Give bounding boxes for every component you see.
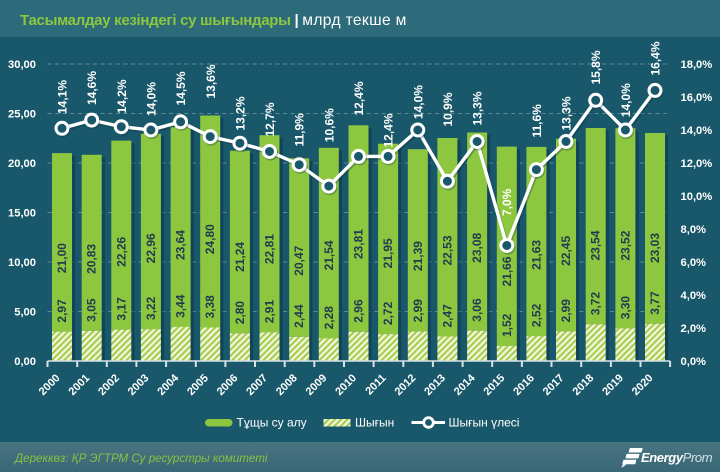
- svg-text:2,91: 2,91: [263, 300, 277, 324]
- svg-text:2,52: 2,52: [529, 303, 543, 327]
- svg-text:18,0%: 18,0%: [681, 59, 713, 71]
- svg-text:23,03: 23,03: [648, 233, 662, 263]
- svg-text:13,2%: 13,2%: [233, 96, 247, 130]
- svg-text:3,72: 3,72: [589, 292, 603, 316]
- svg-text:22,53: 22,53: [440, 235, 454, 265]
- svg-text:20,83: 20,83: [85, 244, 99, 274]
- svg-text:4,0%: 4,0%: [681, 290, 707, 302]
- svg-text:3,30: 3,30: [618, 296, 632, 320]
- svg-text:16,4%: 16,4%: [649, 41, 663, 75]
- svg-text:22,81: 22,81: [263, 234, 277, 264]
- svg-text:2,28: 2,28: [322, 306, 336, 330]
- svg-text:2,99: 2,99: [411, 299, 425, 323]
- svg-text:15,00: 15,00: [8, 208, 36, 220]
- svg-text:3,44: 3,44: [174, 294, 188, 318]
- svg-text:14,0%: 14,0%: [144, 82, 158, 116]
- svg-text:7,0%: 7,0%: [500, 188, 514, 216]
- svg-text:12,4%: 12,4%: [352, 81, 366, 115]
- svg-text:13,3%: 13,3%: [560, 96, 574, 130]
- svg-text:12,7%: 12,7%: [263, 102, 277, 136]
- svg-text:12,4%: 12,4%: [382, 113, 396, 147]
- svg-text:8,0%: 8,0%: [681, 224, 707, 236]
- svg-text:20,00: 20,00: [8, 158, 36, 170]
- svg-text:21,63: 21,63: [529, 240, 543, 270]
- svg-text:15,8%: 15,8%: [589, 50, 603, 84]
- svg-text:10,0%: 10,0%: [681, 191, 713, 203]
- svg-text:Тасымалдау кезіндегі су шығынд: Тасымалдау кезіндегі су шығындары | млрд…: [20, 12, 407, 29]
- svg-text:6,0%: 6,0%: [681, 257, 707, 269]
- svg-text:2,44: 2,44: [292, 304, 306, 328]
- svg-text:2,72: 2,72: [381, 301, 395, 325]
- svg-text:22,96: 22,96: [144, 233, 158, 263]
- svg-text:14,0%: 14,0%: [619, 83, 633, 117]
- svg-text:13,6%: 13,6%: [204, 64, 218, 98]
- svg-text:14,0%: 14,0%: [681, 125, 713, 137]
- svg-text:3,17: 3,17: [114, 297, 128, 321]
- svg-text:2,97: 2,97: [55, 299, 69, 323]
- svg-text:22,26: 22,26: [114, 236, 128, 266]
- svg-text:11,6%: 11,6%: [530, 104, 544, 138]
- svg-text:3,38: 3,38: [203, 295, 217, 319]
- svg-text:10,6%: 10,6%: [322, 108, 336, 142]
- svg-text:23,81: 23,81: [352, 229, 366, 259]
- svg-text:3,77: 3,77: [648, 291, 662, 315]
- svg-text:2,96: 2,96: [352, 299, 366, 323]
- svg-text:3,22: 3,22: [144, 296, 158, 320]
- svg-text:14,1%: 14,1%: [56, 80, 70, 114]
- svg-text:21,24: 21,24: [233, 242, 247, 272]
- svg-text:11,9%: 11,9%: [293, 113, 307, 147]
- svg-text:3,06: 3,06: [470, 298, 484, 322]
- svg-text:3,05: 3,05: [85, 298, 99, 322]
- svg-text:30,00: 30,00: [8, 59, 36, 71]
- svg-text:1,52: 1,52: [500, 313, 514, 337]
- svg-text:21,66: 21,66: [500, 256, 514, 286]
- svg-text:13,3%: 13,3%: [471, 91, 485, 125]
- svg-text:EnergyProm: EnergyProm: [641, 450, 713, 465]
- svg-text:14,5%: 14,5%: [174, 71, 188, 105]
- svg-text:23,54: 23,54: [589, 230, 603, 260]
- svg-text:10,9%: 10,9%: [441, 92, 455, 126]
- svg-text:Шығын үлесі: Шығын үлесі: [449, 416, 520, 430]
- svg-text:22,45: 22,45: [559, 236, 573, 266]
- svg-text:20,47: 20,47: [292, 245, 306, 275]
- svg-text:Тұщы су алу: Тұщы су алу: [237, 416, 307, 430]
- svg-text:Шығын: Шығын: [355, 416, 394, 430]
- svg-text:25,00: 25,00: [8, 109, 36, 121]
- svg-text:2,99: 2,99: [559, 299, 573, 323]
- svg-text:Дереккөз: ҚР ЭГТРМ Су ресурстр: Дереккөз: ҚР ЭГТРМ Су ресурстры комитеті: [13, 452, 268, 465]
- svg-text:16,0%: 16,0%: [681, 92, 713, 104]
- svg-text:0,00: 0,00: [14, 356, 36, 368]
- svg-text:0,0%: 0,0%: [681, 356, 707, 368]
- svg-text:23,52: 23,52: [618, 230, 632, 260]
- svg-text:14,6%: 14,6%: [85, 71, 99, 105]
- svg-text:23,64: 23,64: [174, 230, 188, 260]
- svg-text:21,54: 21,54: [322, 240, 336, 270]
- svg-text:5,00: 5,00: [14, 307, 36, 319]
- svg-text:2,80: 2,80: [233, 301, 247, 325]
- svg-text:12,0%: 12,0%: [681, 158, 713, 170]
- svg-text:21,00: 21,00: [55, 243, 69, 273]
- svg-text:2,0%: 2,0%: [681, 323, 707, 335]
- svg-text:21,39: 21,39: [411, 241, 425, 271]
- svg-text:23,08: 23,08: [470, 232, 484, 262]
- svg-text:10,00: 10,00: [8, 257, 36, 269]
- svg-text:21,95: 21,95: [381, 238, 395, 268]
- svg-text:24,80: 24,80: [203, 224, 217, 254]
- svg-text:2,47: 2,47: [440, 304, 454, 328]
- svg-text:14,0%: 14,0%: [411, 85, 425, 119]
- svg-text:14,2%: 14,2%: [115, 79, 129, 113]
